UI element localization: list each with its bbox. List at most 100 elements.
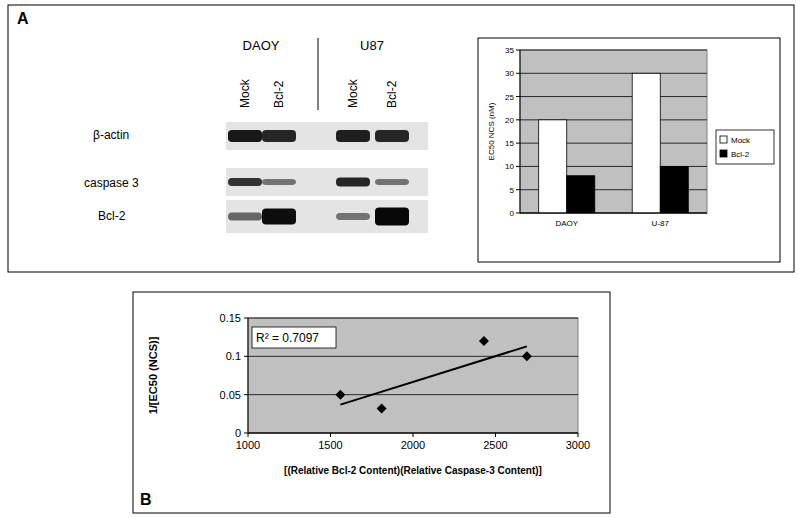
marks (335, 336, 531, 413)
panel-a-frame (8, 5, 794, 272)
tick-label: 35 (505, 46, 514, 55)
tick-label: 2000 (401, 439, 425, 451)
bar (567, 176, 595, 213)
tick-mark (244, 394, 248, 395)
grid-line (248, 318, 578, 319)
x-axis (520, 213, 707, 214)
point (377, 403, 387, 413)
tick-mark (516, 96, 520, 97)
blot-band (228, 130, 262, 142)
annotation-box (252, 327, 336, 348)
tick-label: 30 (505, 69, 514, 78)
chart-frame (478, 38, 780, 262)
blot-band (228, 178, 262, 186)
tick-mark (516, 50, 520, 51)
panel-b-frame (133, 292, 610, 513)
blot-band (375, 208, 409, 226)
tick-label: 20 (505, 116, 514, 125)
plot-area (248, 318, 578, 433)
tick-mark (244, 318, 248, 319)
tick-label: 15 (505, 139, 514, 148)
tick-mark (516, 73, 520, 74)
tick-mark (578, 433, 579, 437)
tick-mark (516, 213, 520, 214)
axis-title: [(Relative Bcl-2 Content)(Relative Caspa… (284, 465, 542, 476)
tick-label: 5 (510, 186, 515, 195)
trend-line (340, 346, 526, 404)
lane-label: Mock (238, 78, 252, 108)
lane-label: Bcl-2 (272, 80, 286, 108)
point (522, 351, 532, 361)
y-axis (248, 318, 249, 433)
tick-mark (516, 143, 520, 144)
cell-line-label: U87 (360, 38, 384, 53)
tick-mark (495, 433, 496, 437)
annotation: R² = 0.7097 (256, 331, 319, 345)
blot-band (262, 130, 296, 142)
tick-mark (330, 433, 331, 437)
blot-band (375, 130, 409, 142)
point (479, 336, 489, 346)
tick-mark (413, 433, 414, 437)
blot-band (375, 179, 409, 185)
legend-label: Bcl-2 (731, 150, 750, 159)
x-axis (248, 433, 578, 434)
bars (539, 73, 689, 213)
lane-label: Bcl-2 (385, 80, 399, 108)
divider (318, 38, 319, 110)
grid-line (520, 96, 707, 97)
tick-label: 0.15 (220, 312, 241, 324)
tick-label: 1500 (318, 439, 342, 451)
bar (632, 73, 660, 213)
legend-swatch (720, 150, 727, 157)
blot-band (336, 213, 370, 220)
row-label: caspase 3 (84, 176, 139, 190)
axis-title: EC50 NCS (nM) (487, 102, 496, 160)
tick-label: 0 (510, 209, 515, 218)
tick-mark (244, 356, 248, 357)
tick-label: 25 (505, 93, 514, 102)
bar (539, 120, 567, 213)
y-axis (520, 50, 521, 213)
point (335, 390, 345, 400)
grid-line (248, 433, 578, 434)
panel-label: A (17, 10, 29, 27)
tick-label: 0 (235, 427, 241, 439)
row-label: β-actin (93, 128, 129, 142)
blot-band (228, 213, 262, 221)
blot-strip (226, 200, 428, 233)
tick-mark (516, 166, 520, 167)
grid-line (248, 394, 578, 395)
tick-label: 3000 (566, 439, 590, 451)
grid-line (520, 50, 707, 51)
figure: A B DAOY U87 Mock Bcl-2 Mock Bcl-2 β-actin caspas… (0, 0, 800, 518)
tick-label: 2500 (483, 439, 507, 451)
bar (660, 166, 688, 213)
category-label: DAOY (555, 219, 578, 228)
grid-line (520, 73, 707, 74)
tick-mark (244, 433, 248, 434)
tick-mark (248, 433, 249, 437)
plot-area (520, 50, 707, 213)
panel-label: B (140, 491, 152, 508)
blot-band (336, 178, 370, 187)
tick-label: 1000 (236, 439, 260, 451)
blot-strip (226, 168, 428, 196)
row-label: Bcl-2 (98, 209, 126, 223)
blot-band (262, 209, 296, 225)
lane-label: Mock (346, 78, 360, 108)
tick-mark (516, 189, 520, 190)
tick-label: 10 (505, 162, 514, 171)
tick-label: 0.1 (226, 350, 241, 362)
axis-title: 1/[EC50 (NCS)] (147, 336, 159, 414)
legend-label: Mock (731, 136, 751, 145)
grid-line (520, 213, 707, 214)
blot-strip (226, 122, 428, 150)
blot-band (262, 179, 296, 185)
legend-box (716, 130, 774, 164)
tick-label: 0.05 (220, 389, 241, 401)
category-label: U-87 (652, 219, 670, 228)
tick-mark (516, 119, 520, 120)
cell-line-label: DAOY (243, 38, 280, 53)
legend-swatch (720, 136, 727, 143)
